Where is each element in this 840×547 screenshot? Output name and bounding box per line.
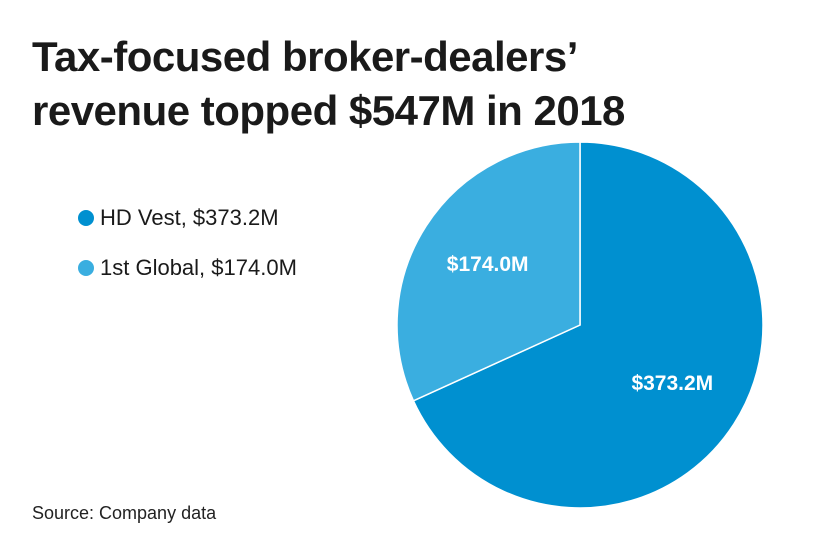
pie-chart: $373.2M $174.0M (396, 141, 764, 509)
data-label-hd-vest: $373.2M (631, 372, 713, 395)
legend-item-hd-vest: HD Vest, $373.2M (78, 205, 297, 231)
data-label-1st-global: $174.0M (447, 253, 529, 276)
title-line-2: revenue topped $547M in 2018 (32, 87, 625, 134)
title-line-1: Tax-focused broker-dealers’ (32, 33, 578, 80)
legend-item-1st-global: 1st Global, $174.0M (78, 255, 297, 281)
legend-label-hd-vest: HD Vest, $373.2M (100, 205, 279, 230)
pie-slice-hd-vest (412, 141, 764, 509)
pie-slice-1st-global (396, 141, 581, 402)
legend: HD Vest, $373.2M 1st Global, $174.0M (78, 205, 297, 305)
legend-swatch-1st-global (78, 260, 94, 276)
legend-label-1st-global: 1st Global, $174.0M (100, 255, 297, 280)
source-note: Source: Company data (32, 503, 217, 523)
legend-swatch-hd-vest (78, 210, 94, 226)
chart-title: Tax-focused broker-dealers’ revenue topp… (32, 30, 822, 138)
